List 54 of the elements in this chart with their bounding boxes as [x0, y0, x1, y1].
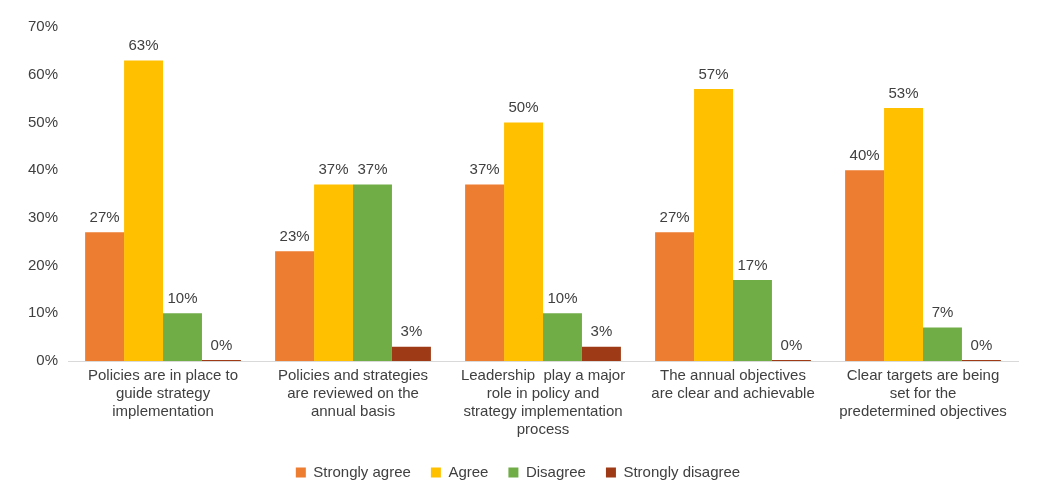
data-label: 10% — [547, 288, 578, 306]
data-label: 40% — [849, 145, 880, 163]
y-tick-label: 60% — [27, 64, 59, 82]
bar — [314, 184, 354, 361]
data-label: 50% — [508, 98, 539, 116]
legend-label: Disagree — [525, 462, 586, 480]
data-label: 37% — [469, 160, 500, 178]
data-label: 23% — [279, 226, 310, 244]
y-tick-label: 30% — [27, 208, 59, 225]
y-tick-label: 70% — [27, 17, 59, 35]
data-label: 63% — [128, 36, 159, 54]
bar — [163, 313, 202, 361]
data-label: 10% — [167, 288, 198, 306]
bar — [353, 184, 392, 361]
bar — [581, 346, 621, 361]
data-label: 57% — [698, 64, 729, 82]
data-label: 3% — [400, 322, 423, 340]
bar — [845, 170, 885, 361]
bar — [391, 346, 431, 361]
bar — [504, 122, 544, 361]
data-label: 17% — [737, 255, 768, 273]
bar — [733, 279, 772, 361]
bar — [923, 327, 962, 361]
bar — [694, 89, 734, 361]
data-label: 37% — [357, 160, 388, 178]
data-label: 0% — [210, 335, 233, 353]
y-tick-label: 10% — [27, 303, 59, 321]
data-label: 53% — [888, 83, 919, 101]
y-tick-label: 50% — [27, 112, 59, 130]
y-tick-label: 40% — [27, 160, 59, 178]
data-label: 7% — [931, 303, 954, 321]
bar — [655, 232, 695, 361]
legend-label: Strongly disagree — [623, 462, 741, 480]
data-label: 3% — [590, 322, 613, 340]
bar — [543, 313, 582, 361]
x-tick-label: The annual objectives are clear and achievable — [651, 366, 815, 402]
y-tick-label: 20% — [27, 255, 59, 273]
x-tick-label: Clear targets are being set for the predetermined objectives — [839, 366, 1007, 420]
data-label: 27% — [89, 207, 120, 225]
data-label: 27% — [659, 207, 690, 225]
data-label: 37% — [318, 160, 349, 178]
y-tick-label: 0% — [36, 351, 59, 369]
bar — [275, 251, 315, 361]
bar — [124, 60, 164, 361]
data-label: 0% — [780, 335, 803, 353]
x-tick-label: Policies are in place to guide strategy implementation — [87, 366, 239, 420]
bar — [465, 184, 505, 361]
x-tick-label: Leadership play a major role in policy and strategy implementation process — [460, 366, 626, 438]
x-tick-label: Policies and strategies are reviewed on the annual basis — [277, 366, 429, 420]
legend-label: Strongly agree — [313, 462, 411, 480]
bar — [85, 232, 125, 361]
bar — [884, 108, 923, 361]
data-label: 0% — [970, 335, 993, 353]
legend-label: Agree — [448, 462, 489, 480]
